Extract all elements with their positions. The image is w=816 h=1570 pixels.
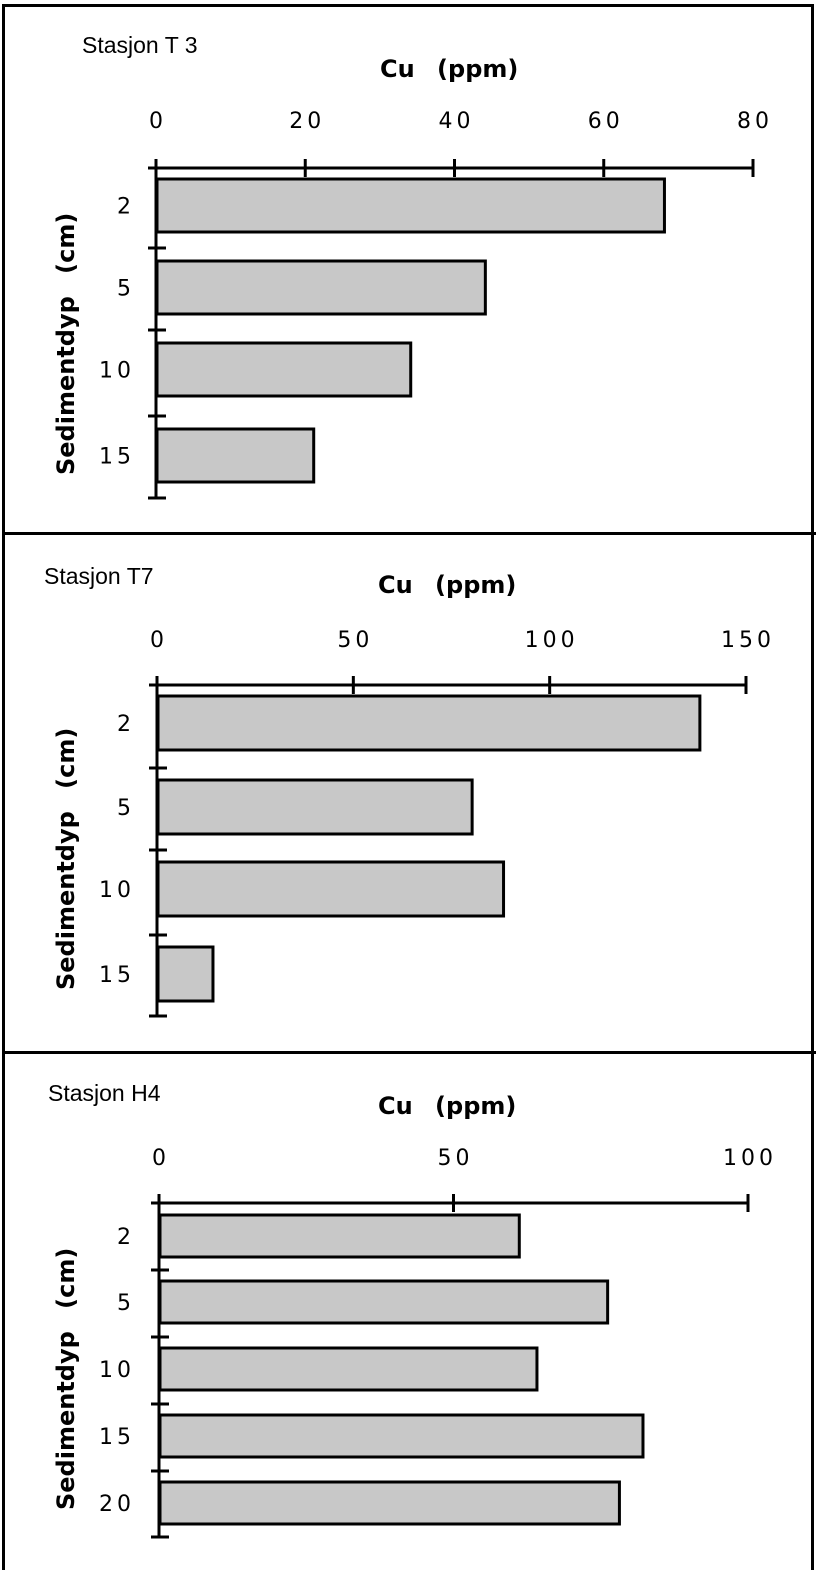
x-tick-label: 20	[289, 109, 325, 134]
bar	[158, 1213, 521, 1259]
y-category-label: 5	[117, 796, 135, 821]
bar	[158, 1413, 645, 1459]
bar	[158, 1346, 539, 1392]
y-category-label: 15	[99, 1425, 135, 1450]
panel-divider	[2, 1051, 816, 1054]
bar	[156, 778, 474, 836]
bar	[156, 860, 506, 918]
x-tick-label: 100	[723, 1146, 777, 1171]
bar	[155, 259, 487, 316]
x-axis-title: Cu (ppm)	[378, 571, 517, 599]
station-title: Stasjon T7	[44, 563, 154, 589]
station-title: Stasjon H4	[48, 1080, 161, 1106]
y-category-label: 5	[117, 1291, 135, 1316]
y-category-label: 2	[117, 1225, 135, 1250]
x-tick-label: 50	[337, 628, 373, 653]
bar	[156, 694, 702, 752]
y-category-label: 10	[99, 878, 135, 903]
figure-frame	[2, 4, 814, 1570]
bar	[155, 427, 316, 484]
bar	[158, 1279, 610, 1325]
x-axis-title: Cu (ppm)	[380, 55, 519, 83]
bar	[156, 945, 215, 1003]
x-tick-label: 0	[150, 628, 168, 653]
panel-divider	[2, 532, 816, 535]
x-axis-title: Cu (ppm)	[378, 1092, 517, 1120]
chart-panel-t7: Stasjon T7 Cu (ppm) Sedimentdyp (cm) 0 50…	[44, 563, 775, 1018]
y-category-label: 2	[117, 195, 135, 220]
x-tick-label: 0	[152, 1146, 170, 1171]
y-category-label: 10	[99, 1358, 135, 1383]
bar-chart-svg: 0 50 100 150 2 5 10 15	[99, 628, 775, 1018]
bar-chart-svg: 0 20 40 60 80 2 5 10 15	[99, 109, 773, 500]
y-category-label: 15	[99, 445, 135, 470]
x-tick-label: 80	[737, 109, 773, 134]
x-tick-label: 100	[525, 628, 579, 653]
y-category-label: 15	[99, 963, 135, 988]
x-tick-label: 50	[438, 1146, 474, 1171]
x-tick-label: 60	[588, 109, 624, 134]
bar	[158, 1480, 621, 1526]
y-category-label: 10	[99, 359, 135, 384]
y-category-label: 5	[117, 277, 135, 302]
x-tick-label: 150	[721, 628, 775, 653]
x-tick-label: 40	[439, 109, 475, 134]
y-category-label: 20	[99, 1492, 135, 1517]
bar	[155, 341, 413, 398]
bar	[155, 177, 666, 234]
x-tick-label: 0	[149, 109, 167, 134]
y-category-label: 2	[117, 712, 135, 737]
station-title: Stasjon T 3	[82, 32, 198, 58]
